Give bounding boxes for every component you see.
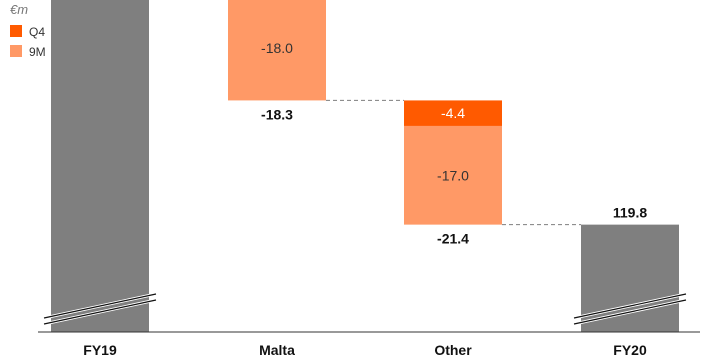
axis-break-mark-fy20-1 (573, 299, 687, 325)
legend: Q4 9M (10, 25, 46, 59)
bar-other-9m (404, 125, 502, 225)
bar-other-q4 (404, 100, 502, 126)
legend-label-9m: 9M (29, 45, 46, 59)
segment-label-other-9m: -17.0 (437, 167, 469, 183)
category-label-other: Other (434, 342, 472, 358)
value-label-fy20: 119.8 (613, 205, 647, 221)
connector-lines (326, 99, 581, 226)
bar-fy19 (51, 0, 149, 332)
category-labels: FY19 Malta Other FY20 (83, 342, 647, 358)
segment-label-malta-9m: -18.0 (261, 40, 293, 56)
unit-label: €m (10, 2, 28, 17)
category-label-fy20: FY20 (613, 342, 647, 358)
total-label-other: -21.4 (437, 231, 469, 247)
legend-swatch-9m (10, 45, 22, 57)
axis-break-mark-fy20-2 (573, 293, 687, 319)
legend-swatch-q4 (10, 25, 22, 37)
axis-break-mark-fy19-2 (43, 293, 157, 319)
category-label-malta: Malta (259, 342, 295, 358)
bar-malta-9m (228, 0, 326, 101)
category-label-fy19: FY19 (83, 342, 117, 358)
axis-breaks (43, 292, 687, 326)
legend-label-q4: Q4 (29, 25, 45, 39)
axis-break-mark-fy19-1 (43, 299, 157, 325)
bar-fy20 (581, 224, 679, 332)
segment-label-malta-q4: -0.3 (265, 0, 289, 3)
total-label-malta: -18.3 (261, 106, 293, 122)
bars (51, 0, 679, 332)
segment-label-other-q4: -4.4 (441, 105, 465, 121)
